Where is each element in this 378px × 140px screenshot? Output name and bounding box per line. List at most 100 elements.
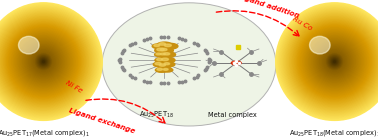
- Circle shape: [155, 58, 168, 63]
- Ellipse shape: [24, 43, 63, 81]
- Circle shape: [157, 42, 172, 47]
- Ellipse shape: [43, 61, 44, 62]
- Ellipse shape: [320, 47, 349, 76]
- Ellipse shape: [310, 37, 359, 87]
- Ellipse shape: [0, 4, 101, 119]
- Ellipse shape: [286, 13, 378, 110]
- Ellipse shape: [299, 26, 370, 97]
- Ellipse shape: [0, 7, 98, 116]
- Ellipse shape: [324, 51, 345, 72]
- Ellipse shape: [35, 53, 52, 70]
- Ellipse shape: [0, 18, 88, 106]
- Text: Ni Fe: Ni Fe: [64, 80, 83, 94]
- Ellipse shape: [332, 59, 338, 65]
- Circle shape: [163, 62, 175, 67]
- Ellipse shape: [292, 19, 377, 104]
- Ellipse shape: [310, 37, 359, 86]
- Ellipse shape: [0, 16, 89, 107]
- Ellipse shape: [323, 50, 346, 73]
- Ellipse shape: [11, 29, 76, 95]
- Ellipse shape: [0, 3, 102, 120]
- Ellipse shape: [307, 34, 363, 90]
- Circle shape: [155, 68, 168, 72]
- Circle shape: [159, 52, 170, 57]
- Ellipse shape: [334, 61, 335, 62]
- Ellipse shape: [309, 36, 360, 87]
- Ellipse shape: [333, 60, 336, 63]
- Ellipse shape: [23, 42, 63, 81]
- Ellipse shape: [33, 51, 54, 73]
- Circle shape: [160, 48, 167, 51]
- Ellipse shape: [25, 43, 62, 80]
- Ellipse shape: [0, 9, 96, 114]
- Text: Au$_{25}$PET$_{18}$: Au$_{25}$PET$_{18}$: [139, 110, 174, 120]
- Text: Ligand addition: Ligand addition: [237, 0, 300, 18]
- Ellipse shape: [293, 20, 376, 103]
- Ellipse shape: [2, 20, 85, 103]
- Circle shape: [155, 47, 171, 53]
- Ellipse shape: [0, 14, 91, 109]
- Circle shape: [163, 68, 168, 70]
- Ellipse shape: [29, 47, 58, 76]
- Ellipse shape: [0, 12, 93, 111]
- Ellipse shape: [0, 8, 97, 115]
- Ellipse shape: [0, 6, 99, 117]
- Ellipse shape: [285, 12, 378, 111]
- Ellipse shape: [36, 53, 51, 70]
- Ellipse shape: [15, 33, 72, 90]
- Ellipse shape: [288, 15, 378, 109]
- Ellipse shape: [304, 31, 366, 92]
- Ellipse shape: [0, 12, 93, 112]
- Ellipse shape: [0, 10, 95, 113]
- Ellipse shape: [0, 11, 94, 112]
- Ellipse shape: [315, 43, 354, 81]
- Ellipse shape: [30, 48, 57, 75]
- Ellipse shape: [327, 53, 342, 70]
- Ellipse shape: [322, 49, 347, 74]
- Ellipse shape: [26, 44, 61, 79]
- Ellipse shape: [37, 55, 50, 68]
- Ellipse shape: [317, 44, 352, 79]
- Ellipse shape: [330, 57, 339, 66]
- Ellipse shape: [23, 41, 64, 82]
- Ellipse shape: [297, 24, 372, 99]
- Circle shape: [153, 62, 167, 67]
- Ellipse shape: [313, 39, 356, 84]
- Ellipse shape: [277, 4, 378, 119]
- Ellipse shape: [331, 58, 338, 65]
- Ellipse shape: [12, 31, 74, 92]
- Ellipse shape: [8, 26, 79, 98]
- Ellipse shape: [308, 35, 361, 88]
- Ellipse shape: [14, 32, 73, 91]
- Ellipse shape: [287, 14, 378, 109]
- Ellipse shape: [316, 43, 353, 80]
- Ellipse shape: [310, 36, 330, 54]
- Ellipse shape: [332, 59, 337, 64]
- Circle shape: [231, 61, 241, 65]
- Ellipse shape: [296, 23, 373, 101]
- Ellipse shape: [321, 48, 349, 76]
- Circle shape: [155, 52, 166, 57]
- Ellipse shape: [21, 39, 66, 84]
- Ellipse shape: [0, 15, 90, 109]
- Ellipse shape: [27, 45, 60, 78]
- Ellipse shape: [8, 26, 79, 97]
- Ellipse shape: [19, 37, 68, 87]
- Ellipse shape: [4, 22, 83, 101]
- Ellipse shape: [327, 54, 342, 69]
- Ellipse shape: [307, 34, 362, 89]
- Circle shape: [152, 44, 165, 49]
- Ellipse shape: [279, 6, 378, 117]
- Ellipse shape: [326, 53, 343, 70]
- Ellipse shape: [12, 30, 75, 93]
- Ellipse shape: [11, 29, 76, 94]
- Text: Ligand exchange: Ligand exchange: [68, 107, 136, 134]
- Ellipse shape: [288, 15, 378, 108]
- Ellipse shape: [0, 13, 92, 110]
- Ellipse shape: [36, 54, 51, 69]
- Circle shape: [157, 48, 164, 51]
- Text: Ru Co: Ru Co: [292, 16, 313, 32]
- Text: Au$_{25}$PET$_{18}$(Metal complex)$_1$: Au$_{25}$PET$_{18}$(Metal complex)$_1$: [289, 128, 378, 138]
- Circle shape: [158, 63, 171, 68]
- Circle shape: [164, 53, 170, 55]
